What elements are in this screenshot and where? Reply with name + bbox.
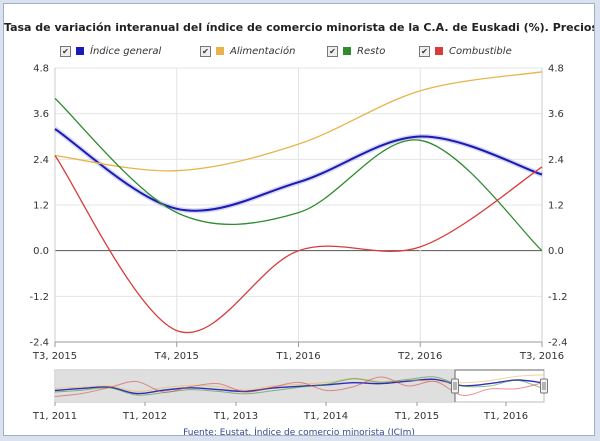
navigator-x-label: T1, 2015 [394, 411, 439, 422]
legend-item-combustible[interactable]: ✔ Combustible [419, 44, 512, 58]
legend-swatch [343, 47, 351, 55]
source-note: Fuente: Eustat. Índice de comercio minor… [183, 428, 415, 436]
navigator-x-label: T1, 2013 [213, 411, 258, 422]
checkbox-icon[interactable]: ✔ [200, 45, 211, 57]
y-tick-label-right: 1.2 [548, 201, 564, 212]
navigator-handle-right[interactable] [540, 378, 548, 394]
y-tick-label-right: -2.4 [548, 338, 568, 349]
navigator-series-line [54, 376, 545, 396]
series-line-3 [54, 97, 543, 252]
series-line-2 [54, 71, 543, 172]
navigator-handle-icon [540, 378, 548, 394]
x-tick-label: T2, 2016 [397, 351, 442, 362]
legend-swatch [76, 47, 84, 55]
chart-frame: Tasa de variación interanual del índice … [3, 3, 595, 436]
navigator-mask [55, 370, 455, 402]
navigator-x-label: T1, 2012 [122, 411, 167, 422]
y-tick-label-left: 0.0 [33, 246, 49, 257]
legend-label: Índice general [90, 45, 162, 57]
y-tick-label-left: 4.8 [33, 64, 49, 75]
x-tick-label: T3, 2016 [519, 351, 564, 362]
checkbox-icon[interactable]: ✔ [419, 45, 430, 57]
navigator-x-label: T1, 2011 [32, 411, 77, 422]
legend-label: Combustible [449, 45, 512, 57]
chart-title: Tasa de variación interanual del índice … [4, 21, 595, 34]
y-tick-label-right: 0.0 [548, 246, 564, 257]
series-line-1 [54, 128, 543, 212]
chart-svg: -2.4 -2.4 -1.2 -1.2 0.0 0.0 1.2 1.2 2.4 2.4 3.6 3.6… [29, 64, 568, 423]
legend-item-indice-general[interactable]: ✔ Índice general [60, 44, 161, 58]
x-tick-label: T1, 2016 [275, 351, 320, 362]
y-tick-label-left: 2.4 [33, 155, 49, 166]
legend-swatch [435, 47, 443, 55]
series-line-4 [54, 155, 543, 334]
legend-item-alimentacion[interactable]: ✔ Alimentación [200, 44, 295, 58]
navigator-handle-left[interactable] [451, 378, 459, 394]
legend: ✔ Índice general ✔ Alimentación ✔ Resto … [60, 44, 560, 60]
navigator-series-line [54, 374, 545, 392]
y-tick-label-right: 3.6 [548, 109, 564, 120]
y-tick-label-left: 1.2 [33, 201, 49, 212]
y-tick-label-left: -1.2 [29, 292, 49, 303]
x-tick-label: T3, 2015 [32, 351, 77, 362]
legend-swatch [216, 47, 224, 55]
x-tick-label: T4, 2015 [154, 351, 199, 362]
navigator-x-label: T1, 2014 [303, 411, 348, 422]
y-tick-label-right: 2.4 [548, 155, 564, 166]
y-tick-label-right: -1.2 [548, 292, 568, 303]
legend-item-resto[interactable]: ✔ Resto [327, 44, 385, 58]
navigator-handle-icon [451, 378, 459, 394]
checkbox-icon[interactable]: ✔ [60, 45, 71, 57]
legend-label: Resto [357, 45, 386, 57]
navigator-x-label: T1, 2016 [483, 411, 528, 422]
y-tick-label-left: -2.4 [29, 338, 49, 349]
y-tick-label-right: 4.8 [548, 64, 564, 75]
legend-label: Alimentación [230, 45, 296, 57]
navigator-series-line [54, 376, 545, 397]
checkbox-icon[interactable]: ✔ [327, 45, 338, 57]
y-tick-label-left: 3.6 [33, 109, 49, 120]
